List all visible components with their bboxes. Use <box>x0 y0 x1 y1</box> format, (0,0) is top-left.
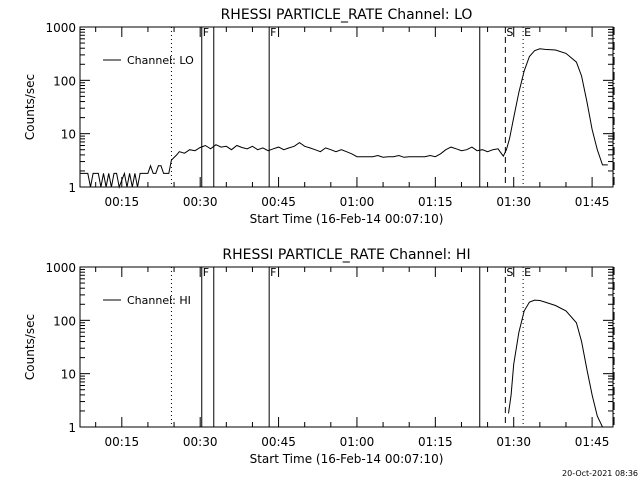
footer-timestamp: 20-Oct-2021 08:36 <box>562 469 638 478</box>
marker-label: F <box>203 26 209 39</box>
marker-label: E <box>524 266 531 279</box>
x-tick-label: 00:45 <box>261 195 296 209</box>
chart-title: RHESSI PARTICLE_RATE Channel: LO <box>221 7 473 23</box>
y-tick-label: 10 <box>61 128 76 142</box>
x-axis-label: Start Time (16-Feb-14 00:07:10) <box>250 212 444 226</box>
y-tick-label: 1 <box>68 421 76 435</box>
plot-frame <box>79 26 614 188</box>
y-tick-label: 1000 <box>45 21 76 35</box>
x-tick-label: 00:45 <box>261 435 296 449</box>
marker-label: S <box>506 266 513 279</box>
x-tick-label: 01:45 <box>575 195 610 209</box>
x-tick-label: 01:30 <box>496 435 531 449</box>
chart-panel-1: RHESSI PARTICLE_RATE Channel: LO Start Ti… <box>23 7 615 226</box>
marker-label: S <box>506 26 513 39</box>
y-axis-label: Counts/sec <box>23 74 37 140</box>
x-tick-label: 01:15 <box>418 195 453 209</box>
series-line <box>508 299 603 428</box>
plot-frame <box>79 266 614 428</box>
x-tick-label: 01:30 <box>496 195 531 209</box>
x-tick-label: 01:45 <box>575 435 610 449</box>
marker-label: E <box>524 26 531 39</box>
x-tick-label: 00:30 <box>183 435 218 449</box>
marker-label: F <box>270 266 276 279</box>
y-tick-label: 100 <box>53 74 76 88</box>
x-tick-label: 01:00 <box>340 195 375 209</box>
series-line <box>80 48 608 189</box>
marker-label: F <box>270 26 276 39</box>
marker-label: F <box>203 266 209 279</box>
x-tick-label: 01:15 <box>418 435 453 449</box>
x-tick-label: 00:15 <box>105 435 140 449</box>
y-axis-label: Counts/sec <box>23 314 37 380</box>
chart-title: RHESSI PARTICLE_RATE Channel: HI <box>222 247 470 263</box>
x-tick-label: 01:00 <box>340 435 375 449</box>
chart-panel-2: RHESSI PARTICLE_RATE Channel: HI Start Ti… <box>23 247 615 466</box>
legend-label: Channel: HI <box>127 294 191 307</box>
x-axis-label: Start Time (16-Feb-14 00:07:10) <box>250 452 444 466</box>
y-tick-label: 10 <box>61 368 76 382</box>
x-tick-label: 00:15 <box>105 195 140 209</box>
legend-label: Channel: LO <box>127 54 194 67</box>
y-tick-label: 1 <box>68 181 76 195</box>
y-tick-label: 1000 <box>45 261 76 275</box>
x-tick-label: 00:30 <box>183 195 218 209</box>
y-tick-label: 100 <box>53 314 76 328</box>
